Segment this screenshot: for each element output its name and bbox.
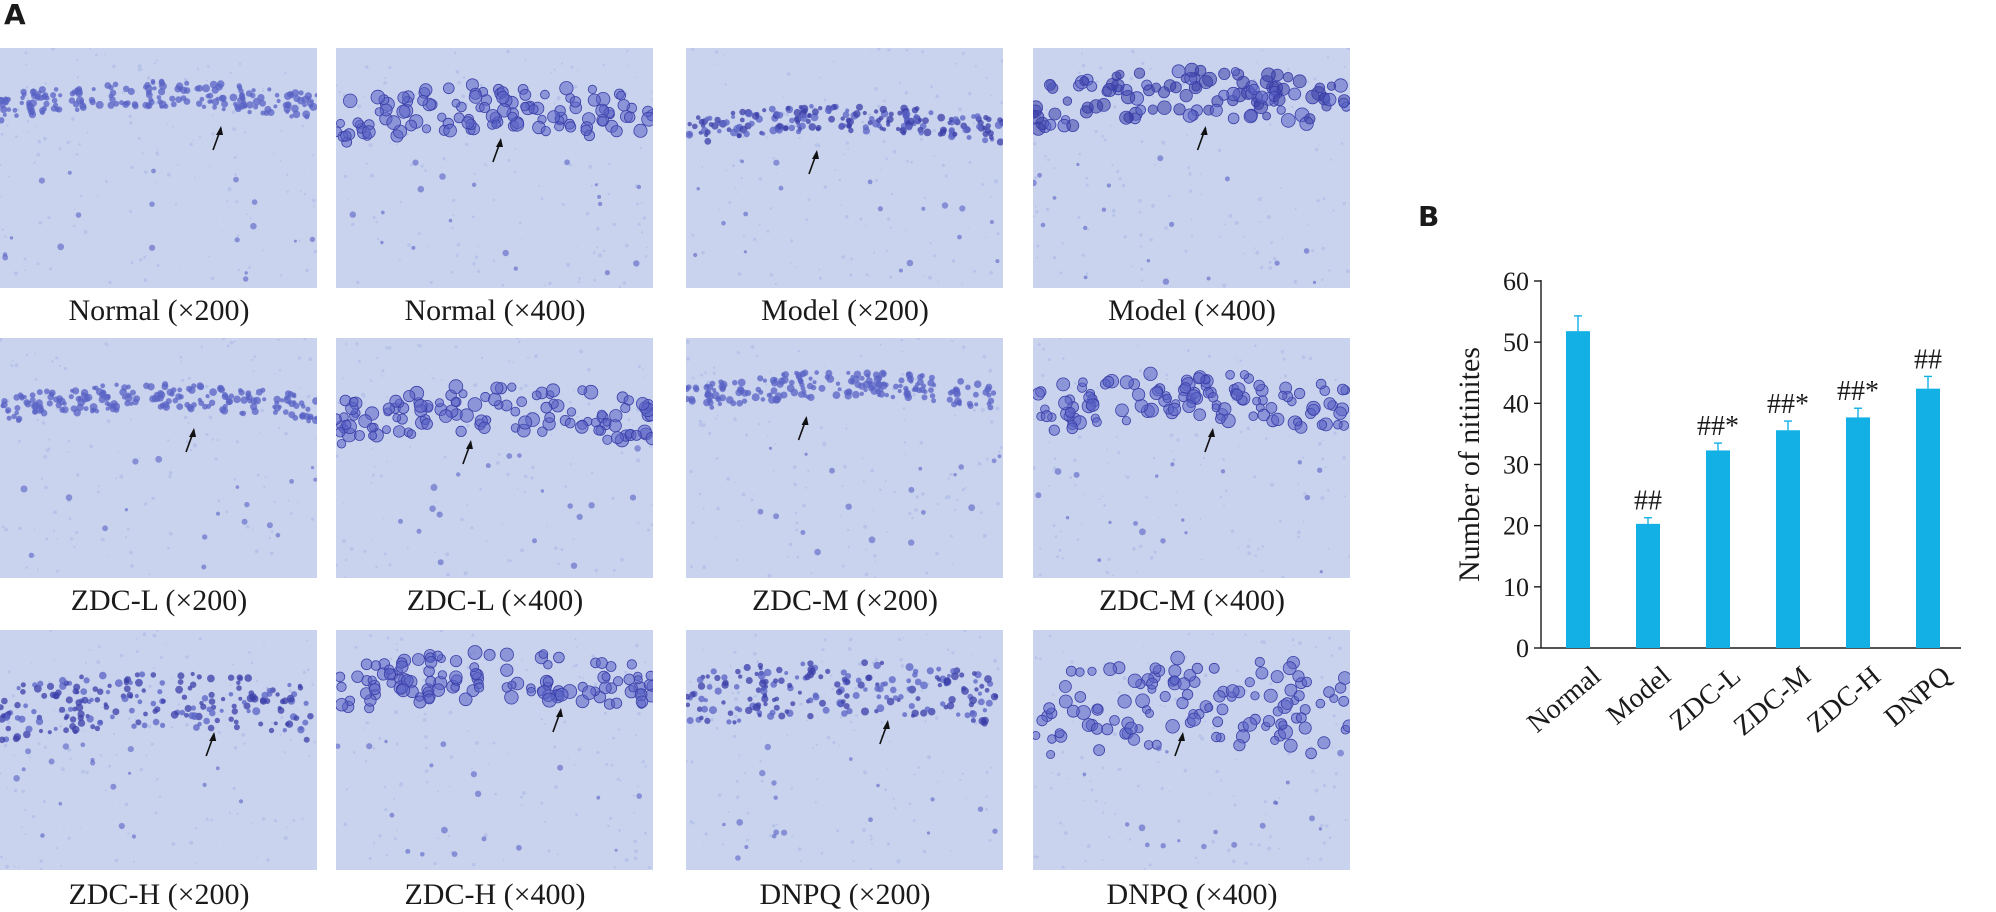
micrograph-image [686, 630, 1003, 870]
bar [1916, 388, 1940, 648]
y-axis-label: Number of nitinites [1453, 347, 1486, 582]
arrow-head [1207, 428, 1215, 437]
x-tick-label: Model [1601, 660, 1677, 731]
significance-label: ## [1914, 344, 1942, 375]
micrograph-caption: ZDC-L (×200) [70, 584, 248, 617]
bar [1846, 417, 1870, 648]
micrograph-caption: Model (×200) [761, 294, 929, 327]
y-tick-label: 10 [1503, 573, 1529, 602]
micrograph-image [0, 48, 317, 288]
arrow-head [216, 126, 224, 135]
bar [1636, 523, 1660, 648]
arrow-head [882, 720, 890, 729]
y-tick-label: 50 [1503, 328, 1529, 357]
bar [1566, 331, 1590, 648]
micrograph-grid: Normal (×200) Normal (×400) Model (×200) Mo… [0, 48, 1352, 911]
panel-b-label: B [1418, 200, 1440, 233]
micrograph-caption: ZDC-M (×400) [1098, 584, 1286, 617]
micrograph-image [0, 338, 317, 578]
micrograph-caption: ZDC-H (×400) [404, 878, 586, 911]
bar-chart-svg: 0 10 20 30 40 50 60 Number of nitinites Normal ##… [1453, 267, 1961, 742]
micrograph-caption: Normal (×400) [404, 294, 586, 327]
micrograph-image [0, 630, 317, 870]
micrograph-caption: Normal (×200) [68, 294, 250, 327]
micrograph-image [686, 48, 1003, 288]
arrow-head [189, 428, 197, 437]
micrograph-caption: DNPQ (×400) [1106, 878, 1278, 911]
micrograph-caption: DNPQ (×200) [759, 878, 931, 911]
x-tick-label: ZDC-M [1728, 660, 1817, 742]
bar [1776, 430, 1800, 648]
bar [1706, 450, 1730, 648]
arrow-head [811, 150, 819, 159]
significance-label: ##* [1837, 376, 1879, 407]
y-tick-label: 20 [1503, 512, 1529, 541]
micrograph-image [336, 630, 653, 870]
micrograph-caption: ZDC-L (×400) [406, 584, 584, 617]
arrow-head [495, 138, 503, 147]
arrow-head [1200, 126, 1208, 135]
y-tick-label: 40 [1503, 389, 1529, 418]
significance-label: ##* [1697, 411, 1739, 442]
micrograph-image [336, 338, 653, 578]
micrograph-image [686, 338, 1003, 578]
y-tick-label: 0 [1516, 634, 1529, 663]
significance-label: ##* [1767, 389, 1809, 420]
micrograph-image [336, 48, 653, 288]
x-tick-label: ZDC-H [1801, 660, 1886, 739]
arrow-head [465, 440, 473, 449]
bar-chart: 0 10 20 30 40 50 60 Number of nitinites Normal ##… [1400, 240, 1996, 780]
arrow-head [555, 708, 563, 717]
micrograph-caption: ZDC-H (×200) [68, 878, 250, 911]
micrograph-image [1033, 48, 1350, 288]
x-tick-label: DNPQ [1879, 660, 1957, 733]
micrograph-caption: Model (×400) [1108, 294, 1276, 327]
micrograph-caption: ZDC-M (×200) [751, 584, 939, 617]
micrograph-image [1033, 338, 1350, 578]
panel-a-label: A [4, 0, 26, 31]
arrow-head [209, 732, 217, 741]
y-tick-label: 30 [1503, 451, 1529, 480]
arrow-head [1177, 732, 1185, 741]
x-tick-label: Normal [1521, 660, 1607, 739]
y-tick-label: 60 [1503, 267, 1529, 296]
significance-label: ## [1634, 486, 1662, 517]
micrograph-image [1033, 630, 1350, 870]
arrow-head [801, 416, 809, 425]
